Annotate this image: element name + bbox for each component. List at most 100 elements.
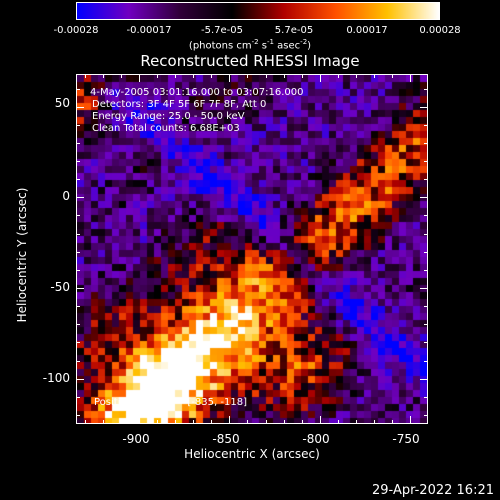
x-minor-tick bbox=[301, 420, 303, 424]
colorbar-units: (photons cm-2 s-1 asec-2) bbox=[188, 38, 312, 52]
y-minor-tick bbox=[76, 414, 80, 416]
x-minor-tick bbox=[409, 420, 411, 424]
x-minor-tick bbox=[121, 74, 123, 78]
x-minor-tick bbox=[193, 74, 195, 78]
y-minor-tick bbox=[424, 414, 428, 416]
x-minor-tick bbox=[373, 74, 375, 78]
y-minor-tick bbox=[76, 360, 80, 362]
chart-title: Reconstructed RHESSI Image bbox=[140, 52, 360, 70]
y-minor-tick bbox=[424, 287, 428, 289]
x-minor-tick bbox=[175, 74, 177, 78]
colorbar-tick: 0.00028 bbox=[419, 25, 461, 36]
y-minor-tick bbox=[76, 324, 80, 326]
y-minor-tick bbox=[76, 106, 80, 108]
y-minor-tick bbox=[424, 324, 428, 326]
x-minor-tick bbox=[283, 420, 285, 424]
x-minor-tick bbox=[211, 420, 213, 424]
x-tick-mark bbox=[319, 74, 321, 82]
y-minor-tick bbox=[424, 142, 428, 144]
y-axis-label: Heliocentric Y (arcsec) bbox=[15, 187, 29, 323]
x-tick-mark bbox=[409, 74, 411, 82]
x-minor-tick bbox=[175, 420, 177, 424]
colorbar bbox=[76, 2, 440, 20]
x-minor-tick bbox=[139, 420, 141, 424]
x-minor-tick bbox=[85, 420, 87, 424]
annotation-energy: Energy Range: 25.0 - 50.0 keV bbox=[92, 111, 245, 122]
y-minor-tick bbox=[424, 215, 428, 217]
y-minor-tick bbox=[424, 378, 428, 380]
x-minor-tick bbox=[355, 74, 357, 78]
x-minor-tick bbox=[139, 74, 141, 78]
x-minor-tick bbox=[319, 74, 321, 78]
x-minor-tick bbox=[85, 74, 87, 78]
y-tick-mark bbox=[76, 197, 84, 199]
colorbar-tick: -5.7e-05 bbox=[201, 25, 243, 36]
y-minor-tick bbox=[76, 287, 80, 289]
x-minor-tick bbox=[157, 74, 159, 78]
x-minor-tick bbox=[247, 420, 249, 424]
y-minor-tick bbox=[76, 124, 80, 126]
annotation-peak: Position of Peak = [-835, -118] bbox=[94, 397, 247, 408]
x-minor-tick bbox=[211, 74, 213, 78]
y-minor-tick bbox=[424, 179, 428, 181]
y-minor-tick bbox=[424, 360, 428, 362]
y-minor-tick bbox=[76, 306, 80, 308]
y-minor-tick bbox=[424, 161, 428, 163]
y-minor-tick bbox=[76, 378, 80, 380]
y-tick-mark bbox=[76, 378, 84, 380]
y-minor-tick bbox=[76, 197, 80, 199]
heatmap-image bbox=[77, 75, 427, 423]
x-minor-tick bbox=[409, 74, 411, 78]
y-minor-tick bbox=[76, 396, 80, 398]
y-tick-label: -100 bbox=[42, 371, 70, 385]
y-minor-tick bbox=[424, 197, 428, 199]
y-minor-tick bbox=[76, 269, 80, 271]
y-minor-tick bbox=[76, 342, 80, 344]
timestamp: 29-Apr-2022 16:21 bbox=[372, 483, 494, 498]
annotation-time-range: 4-May-2005 03:01:16.000 to 03:07:16.000 bbox=[90, 87, 304, 98]
x-tick-label: -850 bbox=[212, 432, 240, 446]
y-minor-tick bbox=[424, 233, 428, 235]
x-tick-mark bbox=[139, 74, 141, 82]
y-minor-tick bbox=[424, 106, 428, 108]
y-minor-tick bbox=[424, 269, 428, 271]
colorbar-tick: 5.7e-05 bbox=[274, 25, 314, 36]
y-minor-tick bbox=[76, 215, 80, 217]
colorbar-tick: -0.00017 bbox=[126, 25, 172, 36]
colorbar-tick: -0.00028 bbox=[53, 25, 99, 36]
annotation-detectors: Detectors: 3F 4F 5F 6F 7F 8F, Att 0 bbox=[92, 99, 267, 110]
x-minor-tick bbox=[301, 74, 303, 78]
y-minor-tick bbox=[76, 88, 80, 90]
x-minor-tick bbox=[121, 420, 123, 424]
y-tick-label: 50 bbox=[54, 96, 70, 110]
x-minor-tick bbox=[229, 74, 231, 78]
x-minor-tick bbox=[391, 74, 393, 78]
x-minor-tick bbox=[337, 74, 339, 78]
x-minor-tick bbox=[193, 420, 195, 424]
x-minor-tick bbox=[319, 420, 321, 424]
y-tick-mark bbox=[76, 106, 84, 108]
y-minor-tick bbox=[76, 251, 80, 253]
x-tick-label: -800 bbox=[302, 432, 330, 446]
y-tick-label: 0 bbox=[62, 189, 70, 203]
x-tick-label: -900 bbox=[122, 432, 150, 446]
y-minor-tick bbox=[424, 342, 428, 344]
x-tick-label: -750 bbox=[392, 432, 420, 446]
y-minor-tick bbox=[76, 179, 80, 181]
y-minor-tick bbox=[76, 161, 80, 163]
x-minor-tick bbox=[247, 74, 249, 78]
x-minor-tick bbox=[283, 74, 285, 78]
y-tick-mark bbox=[76, 287, 84, 289]
y-minor-tick bbox=[76, 233, 80, 235]
x-tick-mark bbox=[229, 74, 231, 82]
x-minor-tick bbox=[373, 420, 375, 424]
annotation-clean: Clean Total counts: 6.68E+03 bbox=[92, 123, 240, 134]
y-minor-tick bbox=[424, 306, 428, 308]
y-minor-tick bbox=[424, 124, 428, 126]
plot-area bbox=[76, 74, 428, 424]
x-minor-tick bbox=[103, 420, 105, 424]
colorbar-tick: 0.00017 bbox=[346, 25, 388, 36]
y-minor-tick bbox=[424, 251, 428, 253]
x-minor-tick bbox=[265, 74, 267, 78]
x-minor-tick bbox=[355, 420, 357, 424]
